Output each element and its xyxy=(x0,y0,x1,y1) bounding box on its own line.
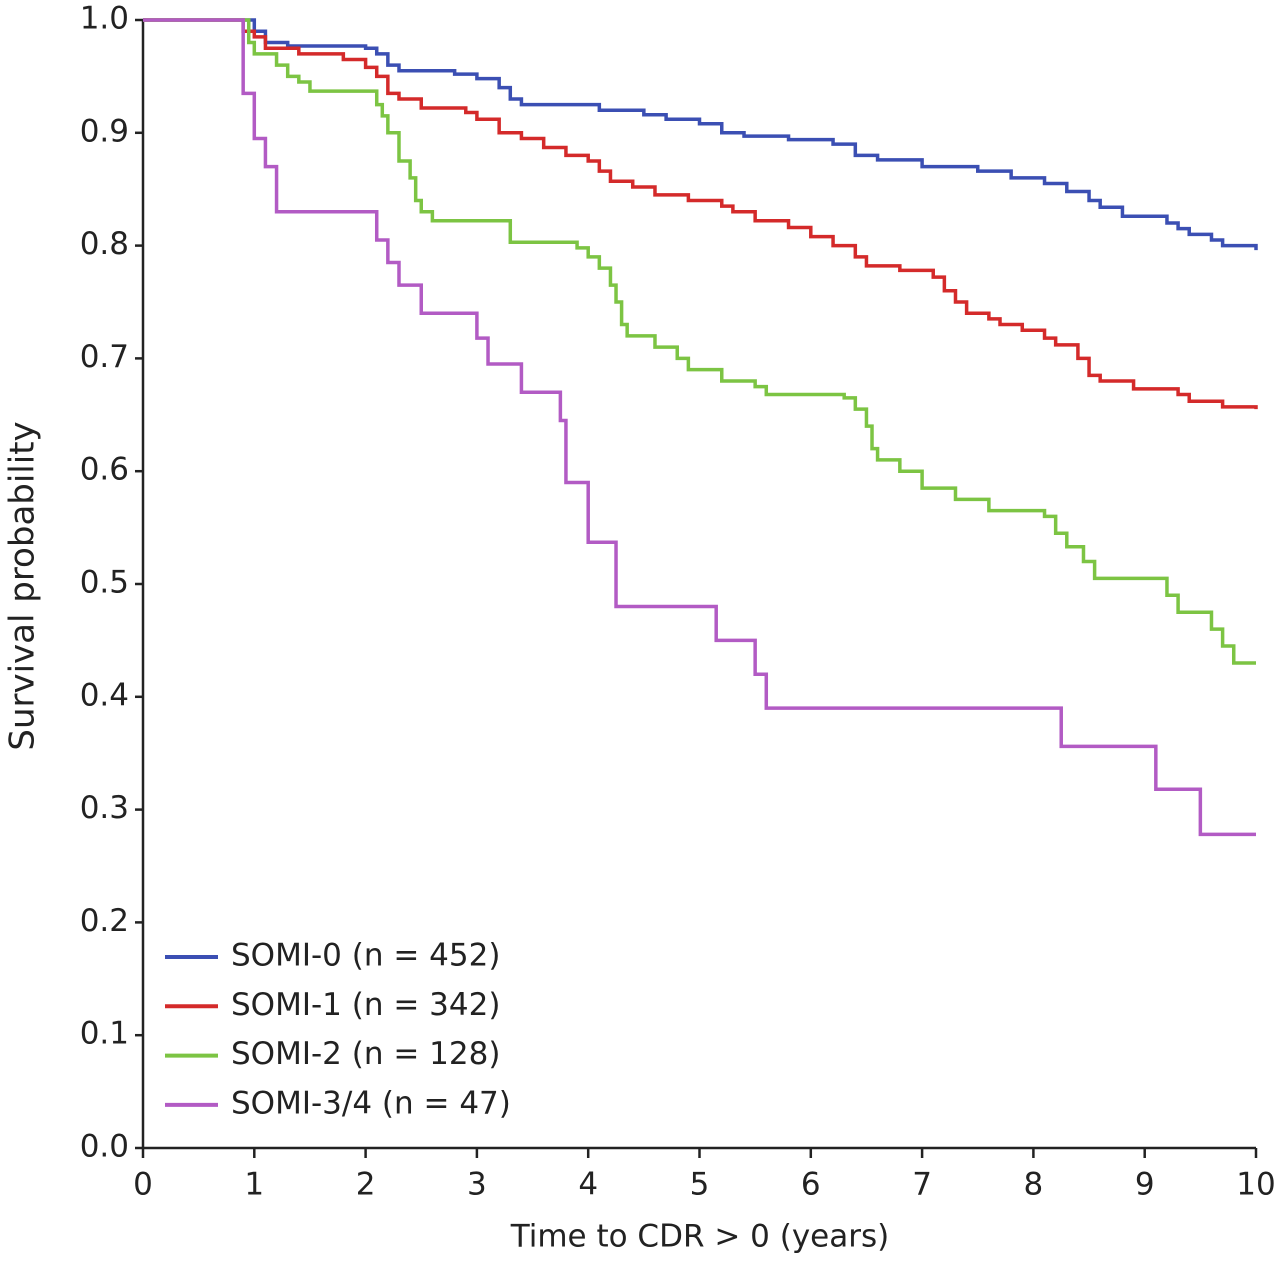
x-tick-label: 8 xyxy=(1024,1167,1044,1203)
y-tick-label: 0.3 xyxy=(80,790,129,826)
survival-curve xyxy=(143,18,1256,665)
x-axis-title: Time to CDR > 0 (years) xyxy=(510,1219,890,1255)
y-tick-label: 0.6 xyxy=(80,452,129,488)
x-tick-label: 6 xyxy=(801,1167,821,1203)
y-tick-label: 0.7 xyxy=(80,339,129,375)
y-tick-label: 0.0 xyxy=(80,1129,129,1165)
x-tick-label: 9 xyxy=(1135,1167,1155,1203)
x-tick-label: 2 xyxy=(356,1167,376,1203)
y-tick-label: 1.0 xyxy=(80,1,129,37)
x-tick-label: 1 xyxy=(244,1167,264,1203)
legend-label: SOMI-2 (n = 128) xyxy=(231,1036,500,1072)
x-tick-label: 5 xyxy=(690,1167,710,1203)
legend-label: SOMI-0 (n = 452) xyxy=(231,938,500,974)
y-axis-title: Survival probability xyxy=(3,421,43,750)
y-tick-label: 0.9 xyxy=(80,113,129,149)
y-tick-label: 0.5 xyxy=(80,565,129,601)
x-tick-label: 0 xyxy=(133,1167,153,1203)
y-tick-label: 0.4 xyxy=(80,677,129,713)
x-tick-label: 10 xyxy=(1236,1167,1275,1203)
y-tick-label: 0.8 xyxy=(80,226,129,262)
x-tick-label: 4 xyxy=(578,1167,598,1203)
y-tick-label: 0.2 xyxy=(80,903,129,939)
survival-curve xyxy=(143,18,1258,410)
x-tick-label: 3 xyxy=(467,1167,487,1203)
x-tick-label: 7 xyxy=(912,1167,932,1203)
legend-label: SOMI-3/4 (n = 47) xyxy=(231,1085,511,1121)
survival-curve xyxy=(143,18,1256,837)
legend-label: SOMI-1 (n = 342) xyxy=(231,987,500,1023)
y-tick-label: 0.1 xyxy=(80,1016,129,1052)
survival-curve xyxy=(143,18,1258,251)
